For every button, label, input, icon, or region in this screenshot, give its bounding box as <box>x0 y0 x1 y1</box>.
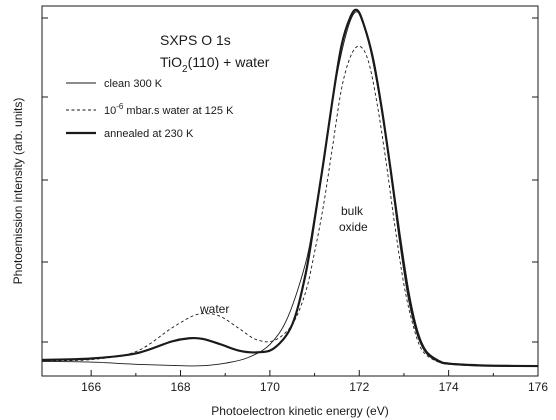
legend-label-2: annealed at 230 K <box>104 128 194 140</box>
chart-title: SXPS O 1s <box>160 32 231 48</box>
x-tick-label: 166 <box>81 380 101 394</box>
plot-frame <box>41 5 539 377</box>
x-tick-label: 172 <box>349 380 369 394</box>
annotation-water: water <box>199 302 229 316</box>
x-tick-label: 168 <box>171 380 191 394</box>
x-axis-ticks: 166 168 170 172 174 176 <box>81 370 548 394</box>
legend-label-0: clean 300 K <box>104 78 163 90</box>
series-line-2 <box>41 8 539 368</box>
legend: clean 300 K 10-6 mbar.s water at 125 K ann… <box>66 78 234 140</box>
chart-subtitle: TiO2(110) + water <box>160 54 270 75</box>
x-tick-label: 174 <box>439 380 459 394</box>
subtitle-main: TiO <box>160 54 182 70</box>
series-line-0 <box>41 11 539 367</box>
x-tick-label: 170 <box>260 380 280 394</box>
series-layer <box>41 8 539 368</box>
x-axis-label: Photoelectron kinetic energy (eV) <box>211 404 388 418</box>
y-axis-label: Photoemission intensity (arb. units) <box>11 98 25 285</box>
x-tick-label: 176 <box>528 380 548 394</box>
y-axis-ticks <box>42 17 538 343</box>
subtitle-tail: (110) + water <box>188 54 270 70</box>
annotation-bulk: bulk <box>341 204 364 218</box>
subtitle-sub: 2 <box>182 64 188 75</box>
series-line-1 <box>41 45 539 367</box>
annotation-oxide: oxide <box>339 220 368 234</box>
legend-label-1: 10-6 mbar.s water at 125 K <box>104 102 234 117</box>
